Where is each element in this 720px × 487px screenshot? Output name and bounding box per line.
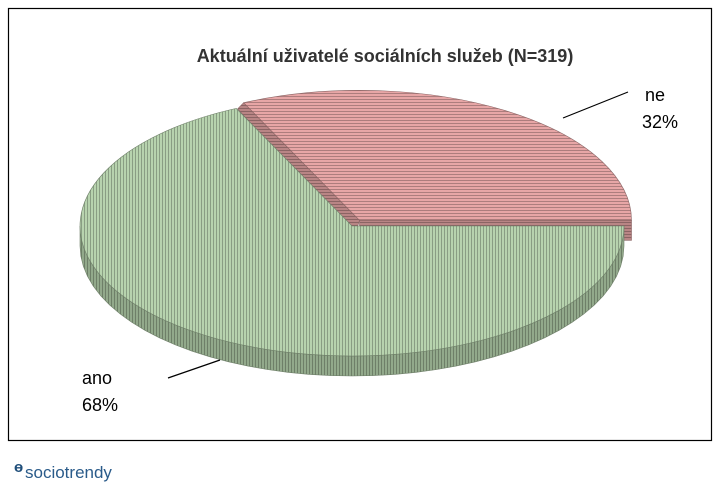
slice	[79, 108, 625, 357]
leader-line	[562, 91, 629, 119]
logo: sociotrendy	[25, 463, 112, 482]
chart-title: Aktuální uživatelé sociálních služeb (N=…	[197, 46, 574, 66]
slice	[243, 90, 632, 221]
slice-value-label: 32%	[642, 112, 678, 132]
slice-label: ano	[82, 368, 112, 388]
pie	[79, 90, 632, 377]
leader-line	[167, 359, 221, 379]
slice-label: ne	[645, 85, 665, 105]
slice-value-label: 68%	[82, 395, 118, 415]
logo-mark: ɵ	[14, 459, 23, 476]
